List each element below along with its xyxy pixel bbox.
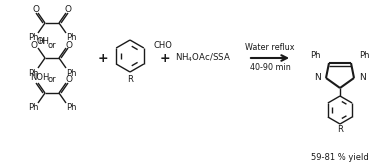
Text: N: N [359,74,366,82]
Text: or: or [48,40,56,50]
Text: Ph: Ph [66,33,76,43]
Text: OH: OH [36,37,49,47]
Text: +: + [98,52,108,65]
Text: R: R [337,125,343,135]
Text: CHO: CHO [154,41,173,51]
Text: +: + [160,52,170,65]
Text: Water reflux: Water reflux [245,43,295,52]
Text: or: or [48,75,56,85]
Text: O: O [65,6,71,14]
Text: O: O [33,6,40,14]
Text: 59-81 % yield: 59-81 % yield [311,154,369,162]
Text: 40-90 min: 40-90 min [250,64,290,73]
Text: Ph: Ph [66,103,76,113]
Text: Ph: Ph [28,33,38,43]
Text: Ph: Ph [28,69,38,77]
Text: Ph: Ph [310,51,321,59]
Text: Ph: Ph [359,51,370,59]
Text: O: O [65,75,73,85]
Text: Ph: Ph [66,69,76,77]
Text: H: H [38,37,44,47]
Text: NOH: NOH [30,73,50,81]
Text: Ph: Ph [28,103,38,113]
Text: N: N [314,74,321,82]
Text: O: O [65,40,73,50]
Text: NH$_4$OAc/SSA: NH$_4$OAc/SSA [175,52,231,64]
Text: O: O [31,40,38,50]
Text: R: R [127,74,133,83]
